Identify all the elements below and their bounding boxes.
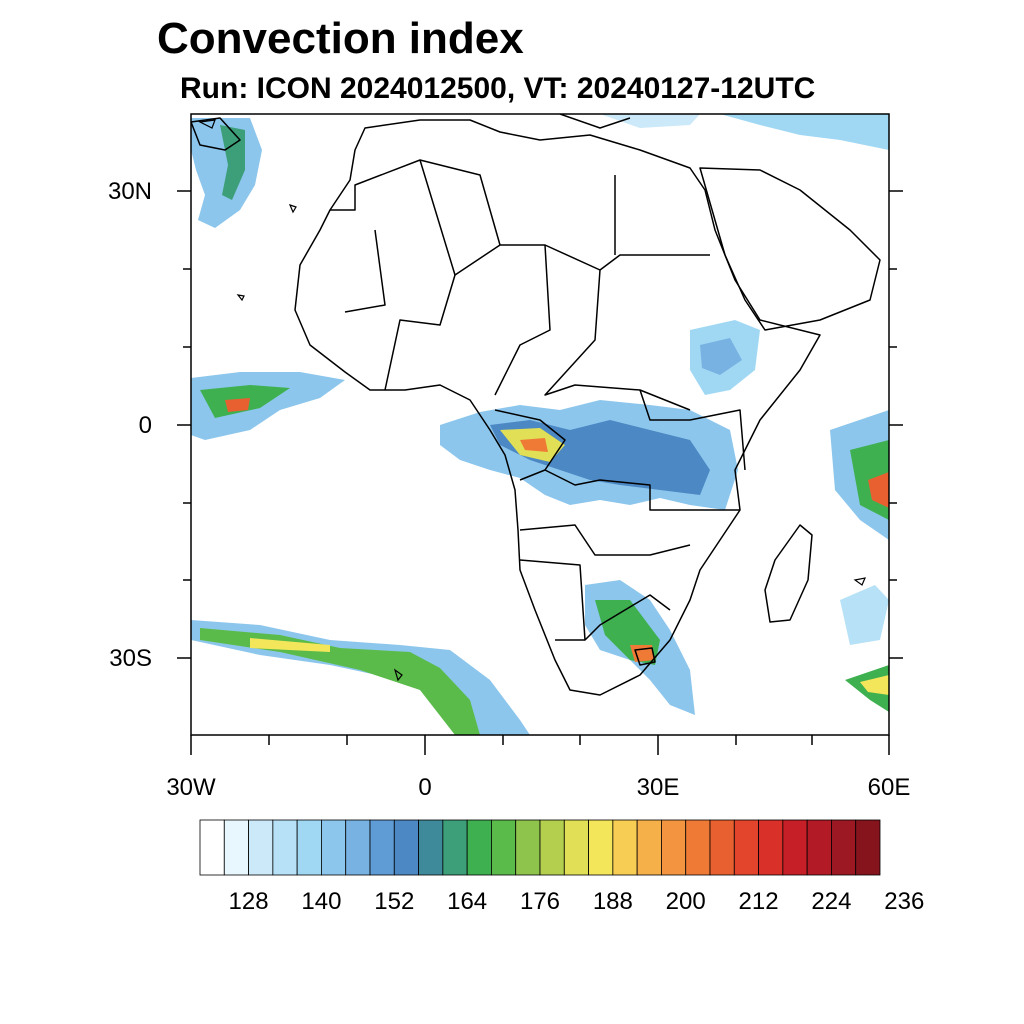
colorbar-swatch bbox=[248, 819, 274, 876]
convection-peak-atl-eq bbox=[225, 398, 250, 412]
colorbar-swatch bbox=[685, 819, 711, 876]
colorbar-label: 224 bbox=[811, 888, 852, 915]
colorbar-swatch bbox=[442, 819, 468, 876]
lat-label-30s: 30S bbox=[109, 645, 152, 672]
colorbar-label: 176 bbox=[519, 888, 561, 915]
colorbar-label: 212 bbox=[738, 888, 779, 915]
colorbar-label: 152 bbox=[374, 888, 415, 915]
colorbar-swatch bbox=[418, 819, 444, 876]
colorbar-swatch bbox=[369, 819, 395, 876]
colorbar-swatch bbox=[223, 819, 249, 876]
lon-label-30w: 30W bbox=[166, 774, 216, 801]
colorbar-swatch bbox=[831, 819, 857, 876]
chart-title: Convection index bbox=[157, 14, 524, 63]
colorbar-swatch bbox=[296, 819, 322, 876]
coastlines-and-borders bbox=[191, 114, 881, 696]
colorbar-swatch bbox=[515, 819, 541, 876]
africa-coastline bbox=[294, 119, 821, 696]
colorbar-swatch bbox=[636, 819, 662, 876]
colorbar-label: 200 bbox=[665, 888, 706, 915]
convection-area-mediterranean bbox=[720, 114, 889, 150]
lat-label-30n: 30N bbox=[107, 178, 152, 205]
arabia-coastline bbox=[699, 167, 881, 331]
colorbar-swatch bbox=[855, 819, 881, 876]
islands bbox=[197, 119, 867, 682]
lon-label-0: 0 bbox=[418, 774, 432, 801]
colorbar-swatch bbox=[345, 819, 371, 876]
colorbar-swatch bbox=[661, 819, 687, 876]
colorbar-label: 128 bbox=[228, 888, 269, 915]
colorbar-swatch bbox=[491, 819, 517, 876]
colorbar-swatch bbox=[199, 819, 225, 876]
colorbar-swatch bbox=[709, 819, 735, 876]
colorbar-swatch bbox=[539, 819, 565, 876]
colorbar-swatch bbox=[782, 819, 808, 876]
colorbar-swatch bbox=[466, 819, 492, 876]
colorbar-swatch bbox=[393, 819, 419, 876]
chart-subtitle: Run: ICON 2024012500, VT: 20240127-12UTC bbox=[180, 72, 816, 105]
colorbar-swatch bbox=[588, 819, 614, 876]
colorbar-swatch bbox=[733, 819, 759, 876]
lon-label-60e: 60E bbox=[867, 774, 911, 801]
colorbar-swatch bbox=[563, 819, 589, 876]
colorbar-swatch bbox=[806, 819, 832, 876]
lon-label-30e: 30E bbox=[636, 774, 680, 801]
axis-ticks bbox=[177, 190, 903, 755]
colorbar-swatch bbox=[321, 819, 347, 876]
colorbar-label: 140 bbox=[301, 888, 342, 915]
colorbar-swatch bbox=[272, 819, 298, 876]
colorbar-swatch bbox=[758, 819, 784, 876]
convection-core-nw bbox=[220, 125, 245, 200]
colorbar-label: 164 bbox=[447, 888, 488, 915]
madagascar-coastline bbox=[764, 524, 813, 623]
colorbar bbox=[199, 819, 881, 876]
colorbar-swatch bbox=[612, 819, 638, 876]
colorbar-label: 236 bbox=[884, 888, 925, 915]
colorbar-label: 188 bbox=[592, 888, 633, 915]
lat-label-0: 0 bbox=[138, 412, 152, 439]
